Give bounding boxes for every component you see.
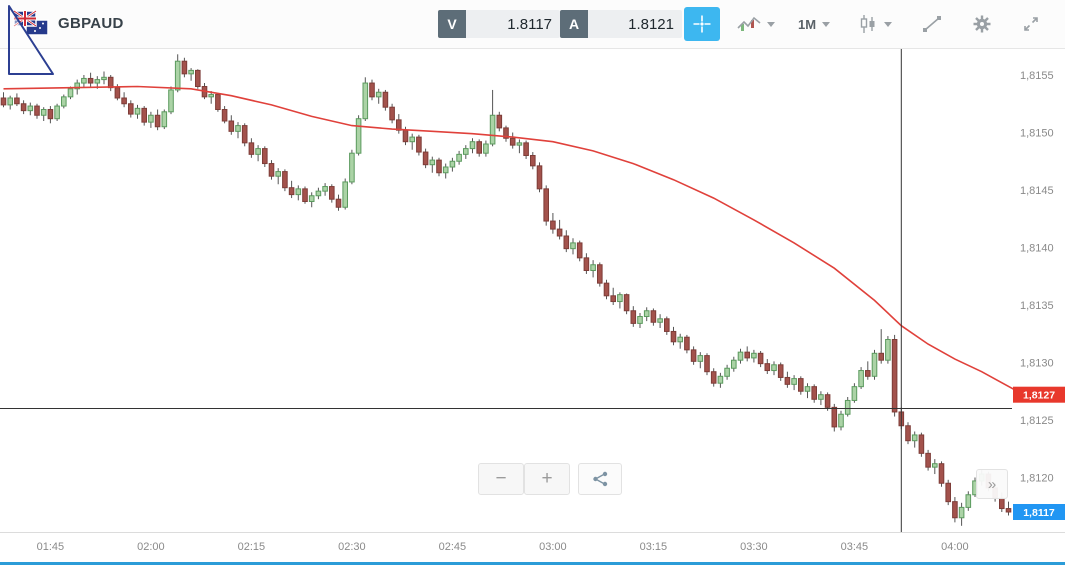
trend-line-icon — [923, 16, 941, 32]
buy-quote-button[interactable]: A 1.8121 — [560, 10, 682, 38]
crosshair-button[interactable] — [684, 7, 720, 41]
time-scale[interactable] — [0, 533, 1012, 565]
svg-text:1,8120: 1,8120 — [1020, 473, 1054, 485]
svg-text:1,8135: 1,8135 — [1020, 300, 1054, 312]
symbol-title: GBPAUD — [58, 15, 124, 32]
chart-type-button[interactable] — [737, 10, 775, 38]
sell-price-value: 1.8117 — [466, 10, 560, 38]
svg-text:03:15: 03:15 — [640, 541, 668, 553]
line-chart-icon — [737, 16, 761, 31]
share-icon — [592, 471, 607, 487]
timeframe-label: 1M — [798, 16, 817, 32]
timeframe-button[interactable]: 1M — [798, 10, 831, 38]
symbol-flag-icon — [13, 9, 49, 36]
gear-icon — [973, 15, 991, 33]
svg-text:04:00: 04:00 — [941, 541, 969, 553]
svg-text:1,8130: 1,8130 — [1020, 358, 1054, 370]
sell-badge: V — [438, 10, 466, 38]
share-button[interactable] — [578, 463, 622, 495]
bottom-accent-bar — [0, 562, 1065, 565]
zoom-out-button[interactable]: − — [478, 463, 524, 495]
price-chart-canvas[interactable]: 1,8155 1,8150 1,8145 1,8140 1,8135 1,8130 1,81… — [0, 48, 1065, 565]
gbp-flag-icon — [13, 9, 37, 28]
toolbar: GBPAUD V 1.8117 A 1.8121 1M — [0, 0, 1065, 49]
svg-text:01:45: 01:45 — [37, 541, 65, 553]
buy-badge: A — [560, 10, 588, 38]
svg-text:03:45: 03:45 — [841, 541, 869, 553]
buy-price-value: 1.8121 — [588, 10, 682, 38]
svg-text:02:45: 02:45 — [439, 541, 467, 553]
fullscreen-icon — [1024, 17, 1038, 31]
svg-text:1,8140: 1,8140 — [1020, 243, 1054, 255]
settings-button[interactable] — [972, 10, 992, 38]
svg-text:1,8155: 1,8155 — [1020, 70, 1054, 82]
chart-area: 1,8155 1,8150 1,8145 1,8140 1,8135 1,8130 1,81… — [0, 48, 1065, 565]
svg-text:02:00: 02:00 — [137, 541, 165, 553]
scroll-to-latest-button[interactable]: » — [976, 469, 1008, 499]
svg-text:1,8125: 1,8125 — [1020, 415, 1054, 427]
svg-text:02:30: 02:30 — [338, 541, 366, 553]
sell-quote-button[interactable]: V 1.8117 — [438, 10, 560, 38]
chevron-down-icon — [822, 21, 831, 27]
svg-text:02:15: 02:15 — [238, 541, 266, 553]
crosshair-icon — [693, 15, 711, 33]
svg-text:03:00: 03:00 — [539, 541, 567, 553]
candlestick-icon — [860, 15, 875, 33]
chevron-down-icon — [884, 21, 892, 27]
zoom-in-button[interactable]: + — [524, 463, 570, 495]
indicators-button[interactable] — [922, 10, 942, 38]
svg-text:1,8117: 1,8117 — [1023, 507, 1055, 519]
price-scale[interactable] — [1012, 48, 1065, 532]
triangle-drawing[interactable] — [1, 2, 63, 82]
candle-style-button[interactable] — [858, 10, 892, 38]
svg-text:03:30: 03:30 — [740, 541, 768, 553]
chevron-down-icon — [767, 21, 775, 27]
svg-text:1,8150: 1,8150 — [1020, 128, 1054, 140]
svg-text:1,8127: 1,8127 — [1023, 390, 1055, 402]
fullscreen-button[interactable] — [1022, 10, 1040, 38]
svg-text:1,8145: 1,8145 — [1020, 185, 1054, 197]
